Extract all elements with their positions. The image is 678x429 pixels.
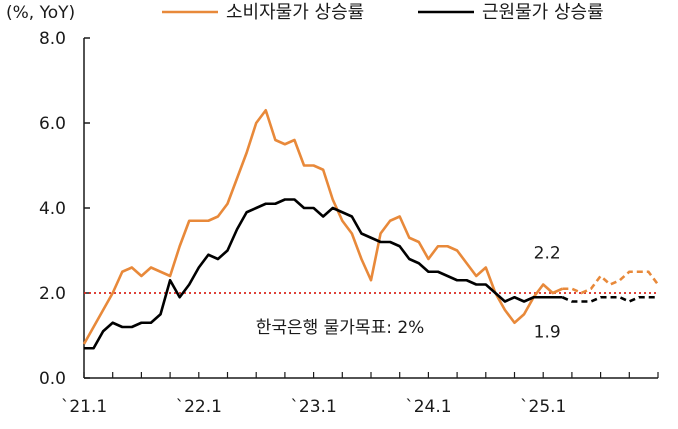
series-line-0 bbox=[82, 108, 563, 345]
legend-label-core: 근원물가 상승률 bbox=[482, 2, 604, 23]
y-tick-label: 4.0 bbox=[39, 199, 66, 219]
y-tick-label: 6.0 bbox=[39, 114, 66, 134]
y-tick-label: 0.0 bbox=[39, 369, 66, 389]
annotations: 2.2 1.9 bbox=[534, 244, 561, 343]
x-tick-label: `25.1 bbox=[520, 397, 566, 417]
target-line-group: 한국은행 물가목표: 2% bbox=[84, 292, 658, 338]
x-tick-label: `24.1 bbox=[405, 397, 451, 417]
x-tick-label: `23.1 bbox=[290, 397, 336, 417]
series-projection-1 bbox=[561, 295, 658, 303]
x-tick-label: `22.1 bbox=[176, 397, 222, 417]
series-projection-0 bbox=[562, 270, 660, 295]
data-label-0: 2.2 bbox=[534, 244, 561, 264]
x-tick-label: `21.1 bbox=[61, 397, 107, 417]
series-line-1 bbox=[84, 198, 563, 350]
unit-label: (%, YoY) bbox=[6, 3, 75, 23]
y-tick-label: 8.0 bbox=[39, 29, 66, 49]
series-lines bbox=[82, 108, 660, 350]
y-tick-label: 2.0 bbox=[39, 284, 66, 304]
data-label-1: 1.9 bbox=[534, 322, 561, 342]
axes: 0.0 2.0 4.0 6.0 8.0 `21.1 `22.1 `23.1 `24.1 `25.1 bbox=[39, 29, 659, 417]
legend-label-cpi: 소비자물가 상승률 bbox=[226, 2, 364, 23]
legend: 소비자물가 상승률 근원물가 상승률 bbox=[162, 2, 604, 23]
target-line-label: 한국은행 물가목표: 2% bbox=[256, 318, 425, 338]
